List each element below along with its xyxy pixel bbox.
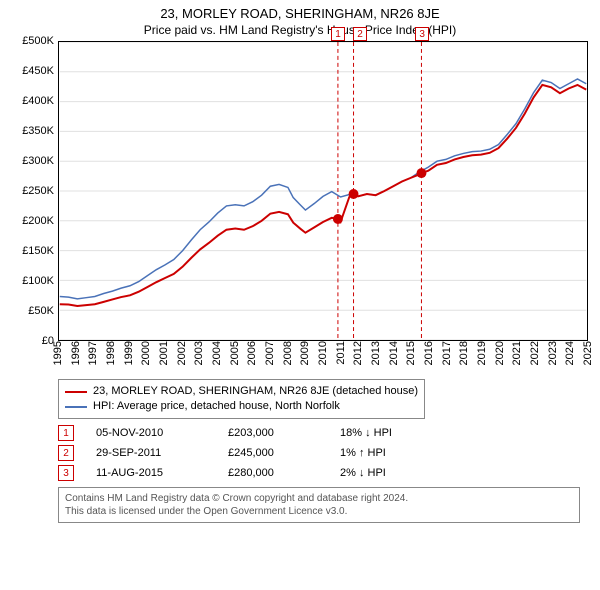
sale-marker-ref: 2: [58, 445, 74, 461]
footer-attribution: Contains HM Land Registry data © Crown c…: [58, 487, 580, 523]
sale-price: £245,000: [228, 447, 318, 459]
legend-swatch: [65, 406, 87, 408]
sale-events-table: 1 05-NOV-2010 £203,000 18% ↓ HPI 2 29-SEP-201…: [58, 425, 590, 481]
y-tick-label: £350K: [22, 125, 54, 137]
y-tick-label: £250K: [22, 185, 54, 197]
legend-item: HPI: Average price, detached house, Nort…: [65, 399, 418, 414]
x-tick-label: 2005: [229, 341, 241, 365]
x-tick-label: 2013: [370, 341, 382, 365]
x-tick-label: 2011: [335, 341, 347, 365]
sale-row: 2 29-SEP-2011 £245,000 1% ↑ HPI: [58, 445, 590, 461]
chart-container: 23, MORLEY ROAD, SHERINGHAM, NR26 8JE Pr…: [0, 0, 600, 590]
sale-date: 11-AUG-2015: [96, 467, 206, 479]
x-tick-label: 2004: [211, 341, 223, 365]
sale-price: £280,000: [228, 467, 318, 479]
x-tick-label: 1997: [87, 341, 99, 365]
x-tick-label: 2021: [511, 341, 523, 365]
sale-price: £203,000: [228, 427, 318, 439]
x-tick-label: 2001: [158, 341, 170, 365]
x-tick-label: 2012: [352, 341, 364, 365]
sale-marker-ref: 3: [58, 465, 74, 481]
x-tick-label: 1996: [70, 341, 82, 365]
x-tick-label: 2008: [282, 341, 294, 365]
sale-marker-label: 2: [353, 27, 367, 41]
sale-marker-label: 1: [331, 27, 345, 41]
legend: 23, MORLEY ROAD, SHERINGHAM, NR26 8JE (d…: [58, 379, 425, 419]
sale-row: 3 11-AUG-2015 £280,000 2% ↓ HPI: [58, 465, 590, 481]
y-tick-label: £200K: [22, 215, 54, 227]
chart-plot-area: 123: [58, 41, 584, 341]
sale-marker-ref: 1: [58, 425, 74, 441]
x-tick-label: 1998: [105, 341, 117, 365]
chart-svg: [58, 41, 588, 341]
x-tick-label: 2010: [317, 341, 329, 365]
x-tick-label: 2020: [494, 341, 506, 365]
x-tick-label: 2017: [441, 341, 453, 365]
x-tick-label: 2023: [547, 341, 559, 365]
x-tick-label: 2025: [582, 341, 594, 365]
x-tick-label: 2002: [176, 341, 188, 365]
x-tick-label: 2016: [423, 341, 435, 365]
sale-date: 05-NOV-2010: [96, 427, 206, 439]
footer-line: This data is licensed under the Open Gov…: [65, 505, 573, 518]
legend-label: HPI: Average price, detached house, Nort…: [93, 399, 340, 414]
footer-line: Contains HM Land Registry data © Crown c…: [65, 492, 573, 505]
x-tick-label: 2006: [246, 341, 258, 365]
y-tick-label: £400K: [22, 95, 54, 107]
y-tick-label: £100K: [22, 275, 54, 287]
x-tick-label: 2019: [476, 341, 488, 365]
legend-item: 23, MORLEY ROAD, SHERINGHAM, NR26 8JE (d…: [65, 384, 418, 399]
chart-subtitle: Price paid vs. HM Land Registry's House …: [10, 23, 590, 37]
sale-marker-label: 3: [415, 27, 429, 41]
sale-vs-hpi: 1% ↑ HPI: [340, 447, 450, 459]
chart-title: 23, MORLEY ROAD, SHERINGHAM, NR26 8JE: [10, 6, 590, 21]
y-tick-label: £50K: [28, 305, 54, 317]
x-tick-label: 2000: [140, 341, 152, 365]
x-tick-label: 1999: [123, 341, 135, 365]
sale-row: 1 05-NOV-2010 £203,000 18% ↓ HPI: [58, 425, 590, 441]
sale-date: 29-SEP-2011: [96, 447, 206, 459]
x-tick-label: 2007: [264, 341, 276, 365]
sale-vs-hpi: 2% ↓ HPI: [340, 467, 450, 479]
x-tick-label: 1995: [52, 341, 64, 365]
x-tick-label: 2015: [405, 341, 417, 365]
x-tick-label: 2009: [299, 341, 311, 365]
y-tick-label: £150K: [22, 245, 54, 257]
y-axis: £0£50K£100K£150K£200K£250K£300K£350K£400…: [10, 41, 58, 341]
x-axis: 1995199619971998199920002001200220032004…: [58, 341, 584, 375]
x-tick-label: 2022: [529, 341, 541, 365]
y-tick-label: £450K: [22, 65, 54, 77]
y-tick-label: £500K: [22, 35, 54, 47]
y-tick-label: £300K: [22, 155, 54, 167]
x-tick-label: 2003: [193, 341, 205, 365]
x-tick-label: 2018: [458, 341, 470, 365]
x-tick-label: 2014: [388, 341, 400, 365]
x-tick-label: 2024: [564, 341, 576, 365]
sale-vs-hpi: 18% ↓ HPI: [340, 427, 450, 439]
legend-swatch: [65, 391, 87, 393]
legend-label: 23, MORLEY ROAD, SHERINGHAM, NR26 8JE (d…: [93, 384, 418, 399]
